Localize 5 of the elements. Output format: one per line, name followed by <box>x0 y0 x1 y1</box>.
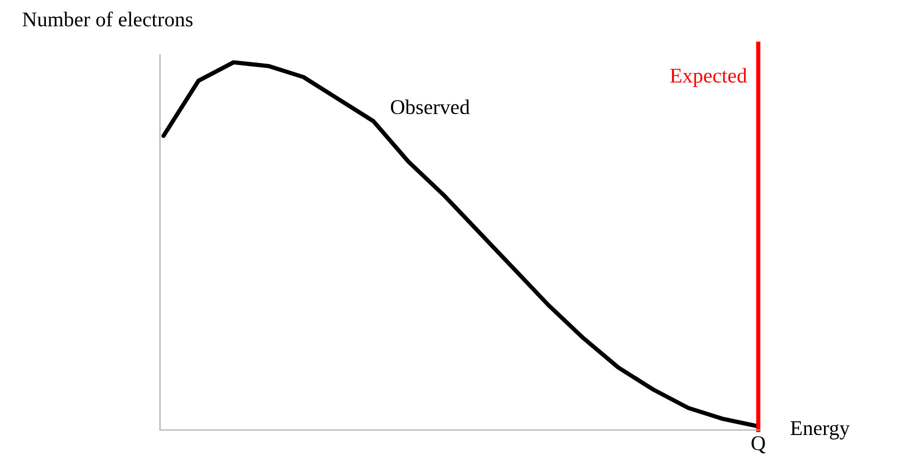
x-axis-title: Energy <box>790 421 850 440</box>
series-label: Observed <box>390 100 470 114</box>
y-axis-title: Number of electrons <box>22 12 192 26</box>
text: Q <box>752 436 766 454</box>
text: Expected <box>670 68 747 87</box>
